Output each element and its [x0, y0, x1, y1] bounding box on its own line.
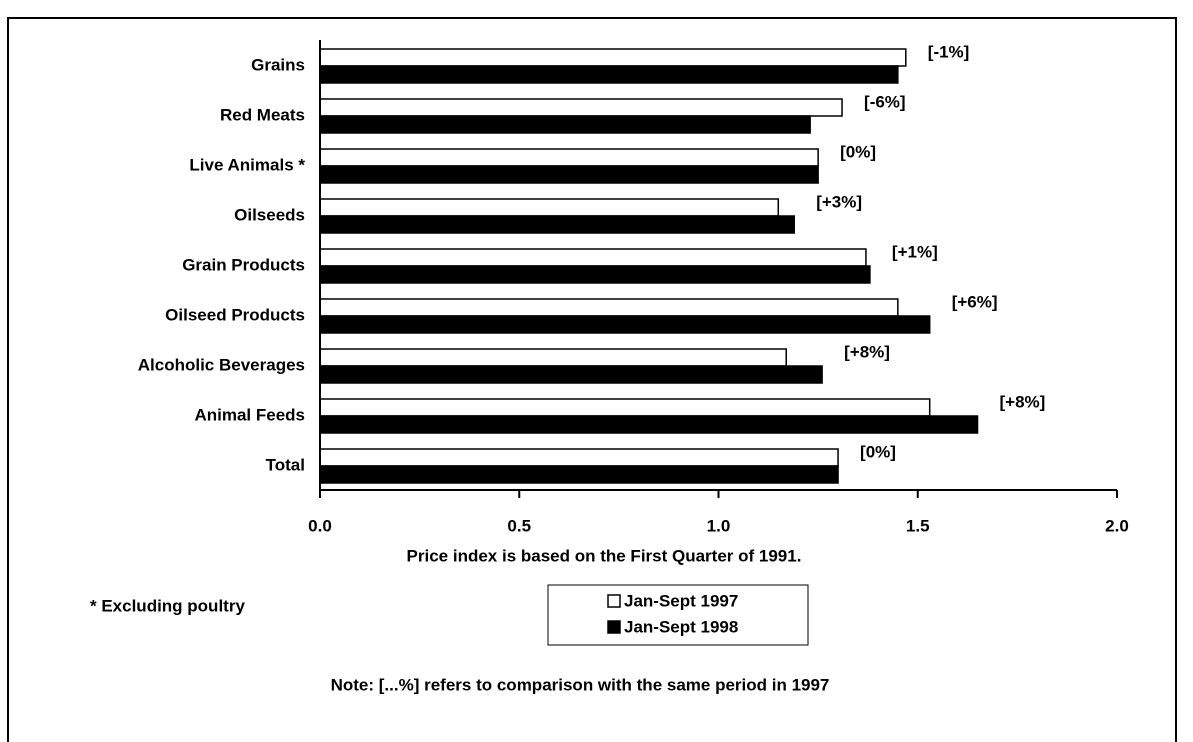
bar [319, 465, 839, 484]
bar [319, 198, 780, 217]
y-tick-label: Alcoholic Beverages [138, 355, 305, 374]
bar [319, 365, 823, 384]
bar [319, 315, 931, 334]
bar [319, 348, 787, 367]
bar [319, 165, 819, 184]
bar [319, 65, 899, 84]
x-tick-label: 0.5 [507, 516, 531, 535]
y-tick-label: Oilseeds [234, 205, 305, 224]
bar [319, 115, 811, 134]
annotation: [0%] [840, 142, 876, 161]
annotation: [-6%] [864, 92, 906, 111]
bar [319, 148, 819, 167]
annotation: [+3%] [816, 192, 862, 211]
legend-box [547, 584, 809, 646]
annotation: [+8%] [844, 342, 890, 361]
y-tick-label: Grains [251, 55, 305, 74]
y-tick-label: Animal Feeds [194, 405, 305, 424]
y-tick-label: Grain Products [182, 255, 305, 274]
bar [319, 248, 867, 267]
bar [319, 98, 843, 117]
legend-swatch [607, 594, 621, 608]
legend-label: Jan-Sept 1998 [624, 617, 738, 636]
x-tick-label: 1.5 [906, 516, 930, 535]
bar [319, 265, 871, 284]
y-tick-label: Red Meats [220, 105, 305, 124]
bar [319, 415, 979, 434]
bar [319, 48, 907, 67]
footnote: * Excluding poultry [90, 596, 245, 615]
x-tick-label: 2.0 [1105, 516, 1129, 535]
annotation: [+6%] [952, 292, 998, 311]
bar [319, 215, 795, 234]
x-tick-label: 0.0 [308, 516, 332, 535]
annotation: [+1%] [892, 242, 938, 261]
annotation: [-1%] [928, 42, 970, 61]
bar [319, 448, 839, 467]
note: Note: [...%] refers to comparison with t… [331, 675, 830, 694]
frame [7, 17, 1177, 742]
bar [319, 398, 931, 417]
x-axis-label: Price index is based on the First Quarte… [407, 546, 802, 565]
y-tick-label: Live Animals * [189, 155, 305, 174]
y-tick-label: Oilseed Products [165, 305, 305, 324]
y-tick-label: Total [266, 455, 305, 474]
annotation: [+8%] [1000, 392, 1046, 411]
x-tick-label: 1.0 [707, 516, 731, 535]
legend-swatch [607, 620, 621, 634]
legend-label: Jan-Sept 1997 [624, 591, 738, 610]
bar [319, 298, 899, 317]
annotation: [0%] [860, 442, 896, 461]
